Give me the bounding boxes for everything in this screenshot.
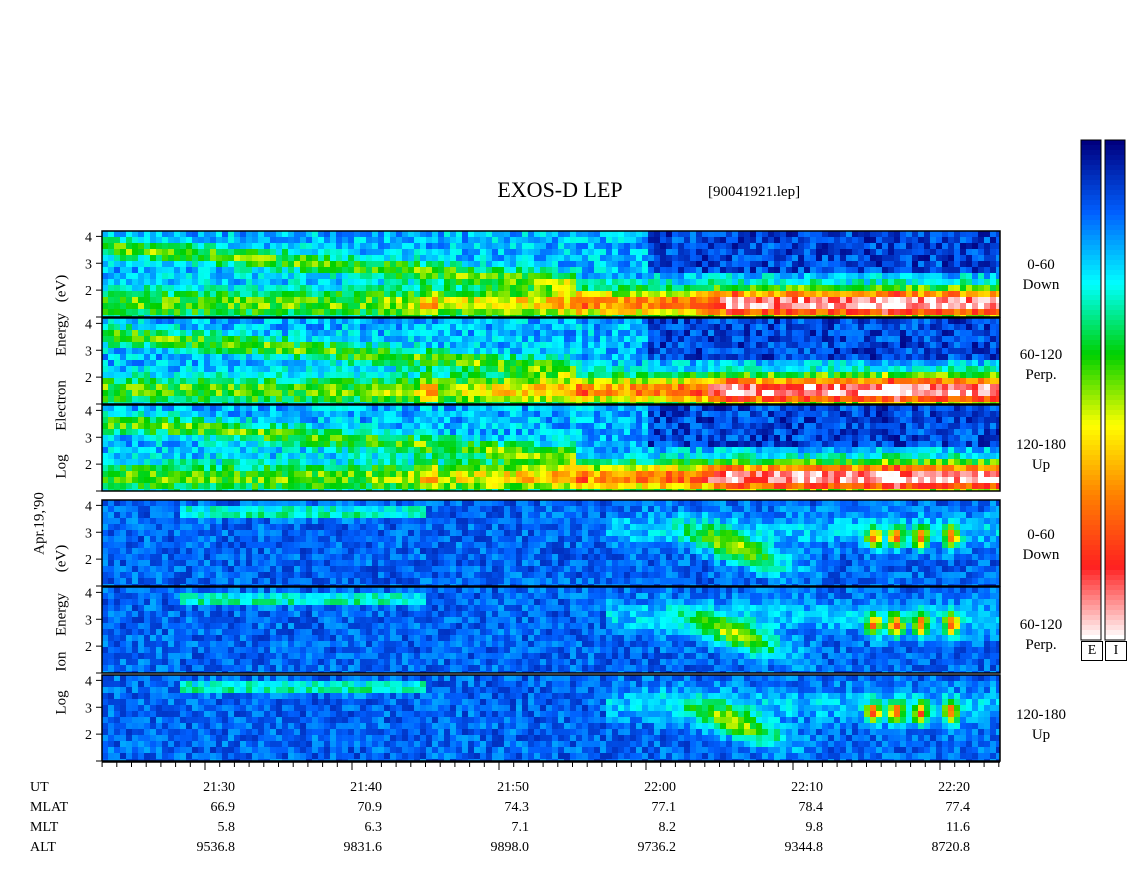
footer-ut-value: 22:00 xyxy=(644,780,676,795)
electron-species-label: Electron xyxy=(53,380,70,431)
footer-mlt-value: 5.8 xyxy=(217,820,236,835)
colorbar-label-i: I xyxy=(1105,641,1127,661)
panel-3-direction: Up xyxy=(1031,457,1051,473)
panel-frame-6 xyxy=(101,674,1001,762)
footer-ut-value: 21:40 xyxy=(350,780,382,795)
footer-mlat-value: 77.1 xyxy=(651,800,677,815)
panel-4-angle: 0-60 xyxy=(1027,527,1055,543)
y-tick-label: 3 xyxy=(85,526,92,541)
y-tick-label: 3 xyxy=(85,431,92,446)
panel-6-label: 120-180 Up xyxy=(1006,705,1076,745)
electron-log-label: Log xyxy=(53,454,70,479)
footer-alt-value: 9736.2 xyxy=(637,840,677,855)
footer-mlat-value: 70.9 xyxy=(357,800,383,815)
footer-alt-value: 9536.8 xyxy=(196,840,236,855)
row-header-ut: UT xyxy=(30,780,49,795)
panel-5-direction: Perp. xyxy=(1025,637,1057,653)
y-tick-label: 2 xyxy=(85,371,92,386)
row-header-mlt: MLT xyxy=(30,820,59,835)
y-tick-label: 4 xyxy=(85,317,92,332)
y-tick-label: 2 xyxy=(85,458,92,473)
panel-6-angle: 120-180 xyxy=(1016,707,1066,723)
y-tick-label: 2 xyxy=(85,553,92,568)
panel-2-label: 60-120 Perp. xyxy=(1006,345,1076,385)
spectrogram-panel-6 xyxy=(102,675,1000,761)
panel-5-label: 60-120 Perp. xyxy=(1006,615,1076,655)
date-label: Apr.19,'90 xyxy=(31,492,48,555)
panel-3-label: 120-180 Up xyxy=(1006,435,1076,475)
panel-frame-3 xyxy=(101,404,1001,492)
footer-mlt-value: 8.2 xyxy=(658,820,677,835)
chart-title: EXOS-D LEP xyxy=(497,177,623,202)
footer-ut-value: 22:10 xyxy=(791,780,823,795)
footer-alt-value: 9344.8 xyxy=(784,840,824,855)
y-tick-label: 3 xyxy=(85,613,92,628)
panel-frame-2 xyxy=(101,317,1001,405)
footer-mlt-value: 9.8 xyxy=(805,820,824,835)
row-header-alt: ALT xyxy=(30,840,56,855)
ion-unit-label: (eV) xyxy=(53,544,70,573)
footer-alt-value: 8720.8 xyxy=(931,840,971,855)
electron-energy-label: Energy xyxy=(53,312,70,357)
panel-frame-1 xyxy=(101,230,1001,318)
panel-2-angle: 60-120 xyxy=(1019,347,1063,363)
footer-alt-value: 9898.0 xyxy=(490,840,530,855)
footer-mlt-value: 11.6 xyxy=(946,820,970,835)
colorbar-i xyxy=(1104,139,1126,641)
spectrogram-panel-3 xyxy=(102,405,1000,491)
ion-log-label: Log xyxy=(53,690,70,715)
panel-4-direction: Down xyxy=(1022,547,1060,563)
y-tick-label: 4 xyxy=(85,499,92,514)
footer-mlat-value: 66.9 xyxy=(210,800,236,815)
panel-3-angle: 120-180 xyxy=(1016,437,1066,453)
panel-5-angle: 60-120 xyxy=(1019,617,1063,633)
panel-2-direction: Perp. xyxy=(1025,367,1057,383)
y-tick-label: 4 xyxy=(85,586,92,601)
footer-ut-value: 21:30 xyxy=(203,780,235,795)
panel-frame-5 xyxy=(101,586,1001,674)
footer-mlat-value: 77.4 xyxy=(945,800,971,815)
colorbar-e xyxy=(1080,139,1102,641)
y-tick-label: 2 xyxy=(85,728,92,743)
footer-ut-value: 22:20 xyxy=(938,780,970,795)
y-tick-label: 4 xyxy=(85,230,92,245)
ion-species-label: Ion xyxy=(53,651,70,672)
footer-mlat-value: 74.3 xyxy=(504,800,530,815)
footer-mlat-value: 78.4 xyxy=(798,800,824,815)
spectrogram-panel-1 xyxy=(102,231,1000,317)
panel-1-angle: 0-60 xyxy=(1027,257,1055,273)
footer-alt-value: 9831.6 xyxy=(343,840,383,855)
panel-4-label: 0-60 Down xyxy=(1006,525,1076,565)
y-tick-label: 3 xyxy=(85,701,92,716)
y-tick-label: 4 xyxy=(85,404,92,419)
panel-1-direction: Down xyxy=(1022,277,1060,293)
panel-frame-4 xyxy=(101,499,1001,587)
y-tick-label: 3 xyxy=(85,257,92,272)
file-name: [90041921.lep] xyxy=(708,184,801,200)
spectrogram-panel-2 xyxy=(102,318,1000,404)
colorbar-label-e: E xyxy=(1081,641,1103,661)
spectrogram-panel-4 xyxy=(102,500,1000,586)
y-tick-label: 4 xyxy=(85,674,92,689)
y-tick-label: 3 xyxy=(85,344,92,359)
footer-mlt-value: 7.1 xyxy=(511,820,530,835)
row-header-mlat: MLAT xyxy=(30,800,69,815)
panel-6-direction: Up xyxy=(1031,727,1051,743)
panel-1-label: 0-60 Down xyxy=(1006,255,1076,295)
y-tick-label: 2 xyxy=(85,640,92,655)
footer-mlt-value: 6.3 xyxy=(364,820,383,835)
footer-ut-value: 21:50 xyxy=(497,780,529,795)
ion-energy-label: Energy xyxy=(53,592,70,637)
spectrogram-panel-5 xyxy=(102,587,1000,673)
y-tick-label: 2 xyxy=(85,284,92,299)
